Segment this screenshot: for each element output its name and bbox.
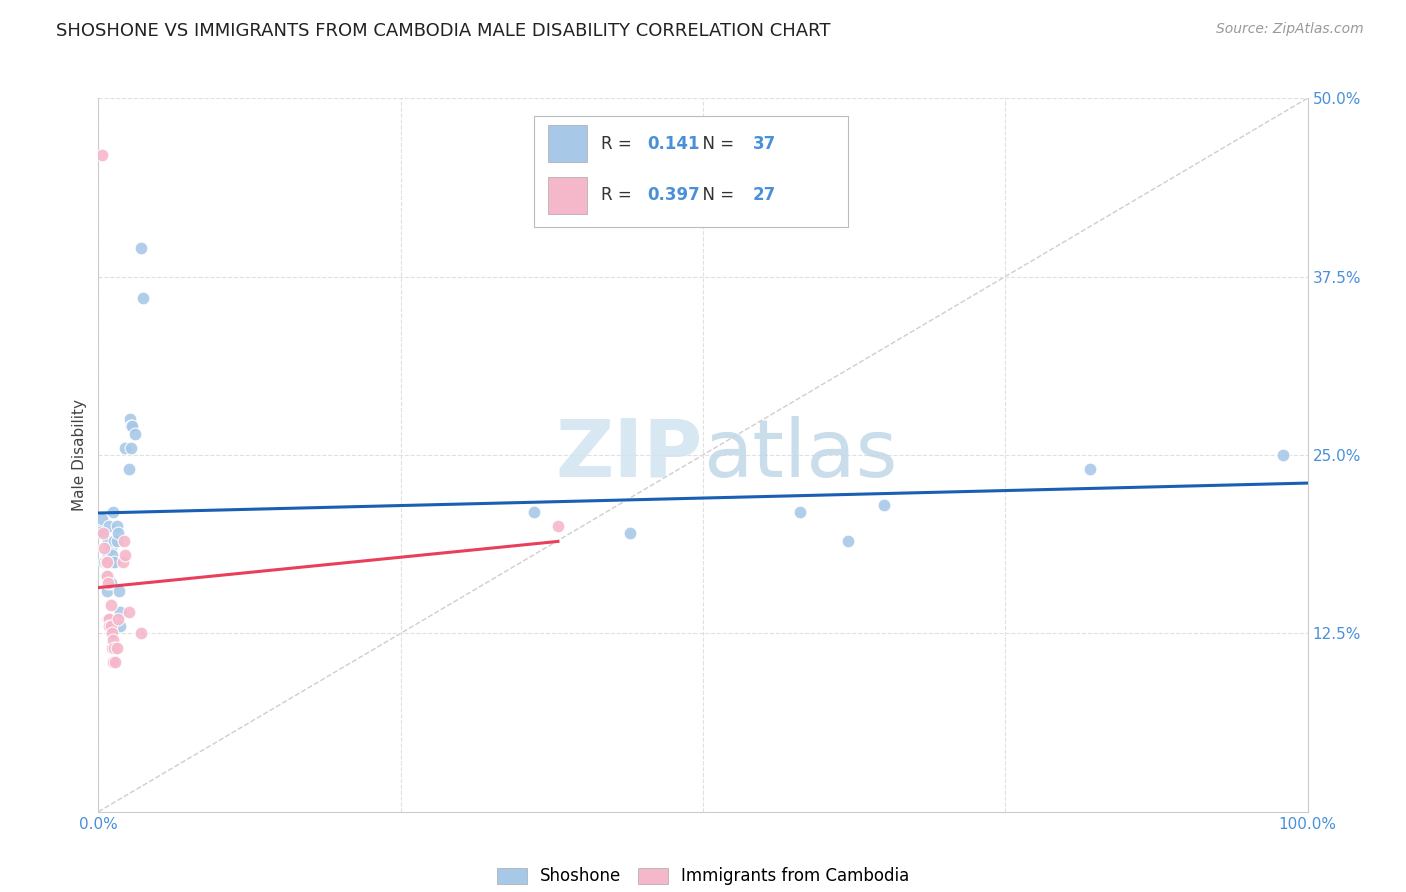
Point [101,505,124,519]
Point [118,605,141,619]
Point [547,519,569,533]
Point [96,555,118,569]
Text: 27: 27 [752,186,776,204]
Point [1272,448,1295,462]
Point [100,548,122,562]
Point [619,526,641,541]
Point [93,555,115,569]
Point [98,612,121,626]
Point [114,441,136,455]
Point [98,519,121,533]
Point [97,576,120,591]
Point [120,419,142,434]
Point [107,526,129,541]
Point [132,291,155,305]
Point [98,619,121,633]
Point [105,533,128,548]
Point [129,241,152,255]
Text: N =: N = [692,135,740,153]
Point [108,605,131,619]
Point [91,148,114,162]
Point [100,576,122,591]
Point [97,612,120,626]
Point [120,441,142,455]
Point [121,419,143,434]
Text: 0.141: 0.141 [647,135,700,153]
Point [837,533,859,548]
Point [91,524,114,538]
FancyBboxPatch shape [534,116,848,227]
Point [108,619,131,633]
Point [118,462,141,476]
FancyBboxPatch shape [548,125,586,162]
Point [101,633,124,648]
Point [103,555,125,569]
Text: R =: R = [602,135,637,153]
Point [91,512,114,526]
Text: SHOSHONE VS IMMIGRANTS FROM CAMBODIA MALE DISABILITY CORRELATION CHART: SHOSHONE VS IMMIGRANTS FROM CAMBODIA MAL… [56,22,831,40]
Point [108,583,131,598]
Point [789,505,811,519]
Point [91,526,114,541]
Point [100,598,122,612]
Point [93,541,115,555]
Point [124,426,146,441]
Text: Source: ZipAtlas.com: Source: ZipAtlas.com [1216,22,1364,37]
Point [97,548,120,562]
Point [96,569,118,583]
Point [111,555,134,569]
Point [100,619,122,633]
Point [94,569,117,583]
Text: atlas: atlas [703,416,897,494]
Point [97,569,120,583]
Text: 37: 37 [752,135,776,153]
Point [873,498,896,512]
Point [96,583,118,598]
Text: 0.397: 0.397 [647,186,700,204]
Point [114,548,136,562]
Y-axis label: Male Disability: Male Disability [72,399,87,511]
Point [103,533,125,548]
Point [104,655,127,669]
Point [94,555,117,569]
Point [101,655,124,669]
FancyBboxPatch shape [548,177,586,214]
Point [105,640,128,655]
Point [100,541,122,555]
Point [105,519,128,533]
Point [107,612,129,626]
Text: R =: R = [602,186,637,204]
Point [118,412,141,426]
Point [1078,462,1101,476]
Point [129,626,152,640]
Text: N =: N = [692,186,740,204]
Text: ZIP: ZIP [555,416,703,494]
Point [523,505,546,519]
Point [100,555,122,569]
Point [100,626,122,640]
Point [97,533,120,548]
Legend: Shoshone, Immigrants from Cambodia: Shoshone, Immigrants from Cambodia [496,867,910,886]
Point [103,640,125,655]
Point [112,533,135,548]
Point [100,640,122,655]
